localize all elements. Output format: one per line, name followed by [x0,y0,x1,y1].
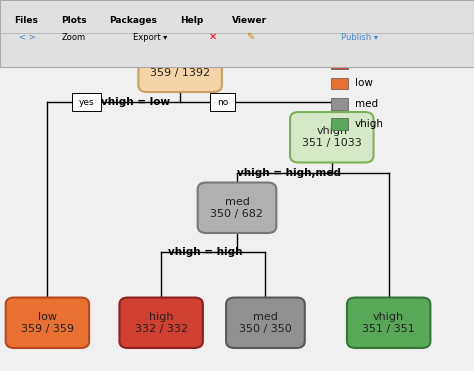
Text: Export ▾: Export ▾ [133,33,167,42]
FancyBboxPatch shape [119,298,203,348]
FancyBboxPatch shape [331,98,348,110]
Text: Packages: Packages [109,16,157,25]
FancyBboxPatch shape [198,183,276,233]
Text: Files: Files [14,16,38,25]
FancyBboxPatch shape [331,57,348,69]
Text: med
350 / 350: med 350 / 350 [239,312,292,334]
Text: Viewer: Viewer [232,16,267,25]
Text: < >: < > [19,33,36,42]
FancyBboxPatch shape [347,298,430,348]
FancyBboxPatch shape [226,298,305,348]
FancyBboxPatch shape [290,112,374,162]
Text: no: no [217,98,228,106]
FancyBboxPatch shape [138,42,222,92]
Text: low
359 / 1392: low 359 / 1392 [150,56,210,78]
FancyBboxPatch shape [210,93,235,111]
FancyBboxPatch shape [331,78,348,89]
Text: vhigh = high,med: vhigh = high,med [237,168,341,177]
FancyBboxPatch shape [72,93,101,111]
Text: vhigh = high: vhigh = high [168,247,243,257]
Text: Help: Help [180,16,203,25]
Text: Plots: Plots [62,16,87,25]
Text: ✎: ✎ [246,32,255,42]
Text: low: low [355,79,373,88]
Text: vhigh
351 / 351: vhigh 351 / 351 [362,312,415,334]
FancyBboxPatch shape [331,118,348,130]
FancyBboxPatch shape [0,0,474,67]
Text: med: med [355,99,378,109]
Text: ✕: ✕ [209,32,217,42]
Text: yes: yes [79,98,94,106]
Text: Zoom: Zoom [62,33,86,42]
Text: vhigh = low: vhigh = low [101,97,170,107]
Text: vhigh: vhigh [355,119,383,129]
Text: high
332 / 332: high 332 / 332 [135,312,188,334]
FancyBboxPatch shape [6,298,89,348]
Text: high: high [355,58,377,68]
Text: vhigh
351 / 1033: vhigh 351 / 1033 [302,127,362,148]
Text: low
359 / 359: low 359 / 359 [21,312,74,334]
Text: med
350 / 682: med 350 / 682 [210,197,264,219]
Text: Publish ▾: Publish ▾ [341,33,378,42]
